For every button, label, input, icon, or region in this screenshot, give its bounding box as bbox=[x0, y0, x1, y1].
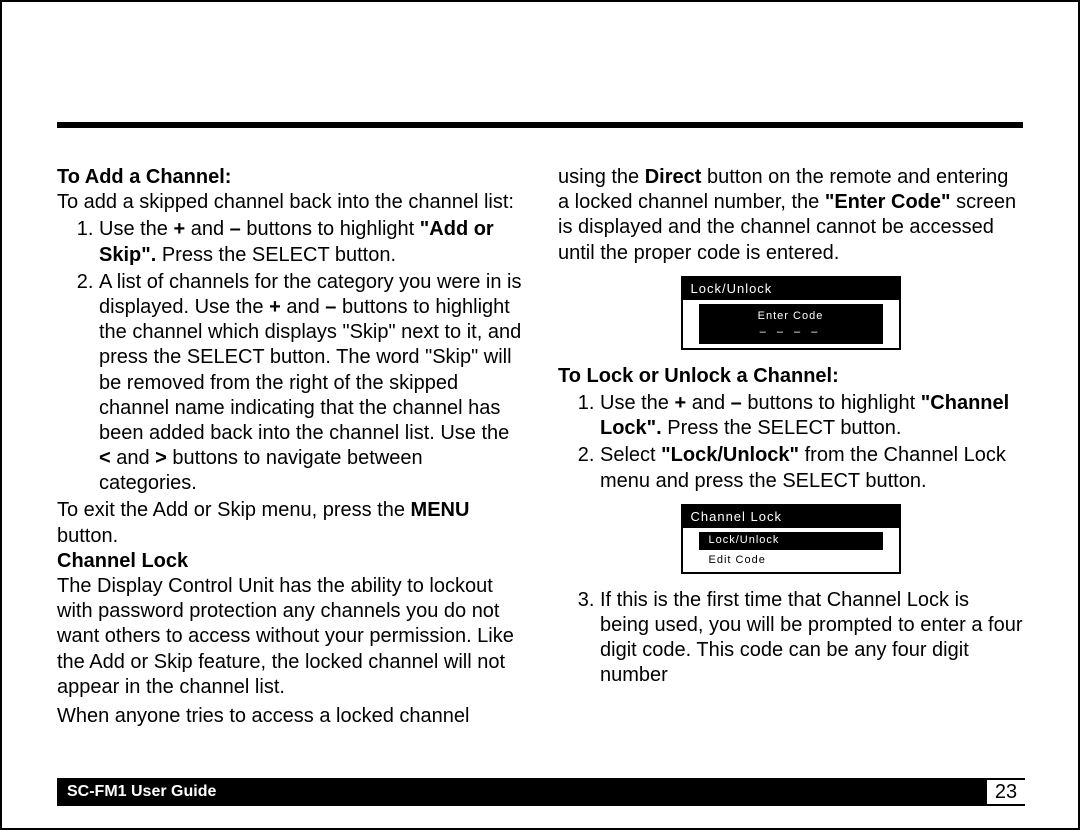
left-column: To Add a Channel: To add a skipped chann… bbox=[57, 165, 522, 729]
top-rule bbox=[57, 122, 1023, 128]
screen2-item: Edit Code bbox=[699, 552, 883, 570]
intro-add-channel: To add a skipped channel back into the c… bbox=[57, 190, 522, 215]
screen2-body: Lock/Unlock Edit Code bbox=[683, 528, 899, 572]
right-continuation: using the Direct button on the remote an… bbox=[558, 165, 1023, 266]
heading-channel-lock: Channel Lock bbox=[57, 549, 522, 574]
lock-unlock-steps-cont: If this is the first time that Channel L… bbox=[558, 588, 1023, 689]
screen1-title: Lock/Unlock bbox=[683, 278, 899, 300]
screen1-enter-code: Enter Code – – – – bbox=[699, 304, 883, 344]
footer-page-number: 23 bbox=[985, 778, 1025, 806]
right-column: using the Direct button on the remote an… bbox=[558, 165, 1023, 729]
lock-step-3: If this is the first time that Channel L… bbox=[600, 588, 1023, 689]
screen1-body: Enter Code – – – – bbox=[683, 300, 899, 348]
exit-instruction: To exit the Add or Skip menu, press the … bbox=[57, 498, 522, 548]
add-channel-steps: Use the + and – buttons to highlight "Ad… bbox=[57, 217, 522, 496]
screen2-title: Channel Lock bbox=[683, 506, 899, 528]
manual-page: To Add a Channel: To add a skipped chann… bbox=[2, 2, 1078, 828]
page-footer: SC-FM1 User Guide 23 bbox=[57, 778, 1023, 806]
footer-guide-name: SC-FM1 User Guide bbox=[57, 783, 216, 801]
heading-add-channel: To Add a Channel: bbox=[57, 165, 522, 190]
lock-step-2: Select "Lock/Unlock" from the Channel Lo… bbox=[600, 443, 1023, 493]
channel-lock-cont: When anyone tries to access a locked cha… bbox=[57, 704, 522, 729]
lock-step-1: Use the + and – buttons to highlight "Ch… bbox=[600, 391, 1023, 441]
add-step-2: A list of channels for the category you … bbox=[99, 270, 522, 497]
screen-lock-unlock: Lock/Unlock Enter Code – – – – bbox=[681, 276, 901, 350]
channel-lock-desc: The Display Control Unit has the ability… bbox=[57, 574, 522, 700]
lock-unlock-steps: Use the + and – buttons to highlight "Ch… bbox=[558, 391, 1023, 494]
heading-lock-unlock: To Lock or Unlock a Channel: bbox=[558, 364, 1023, 389]
two-column-layout: To Add a Channel: To add a skipped chann… bbox=[57, 165, 1023, 729]
screen-channel-lock: Channel Lock Lock/Unlock Edit Code bbox=[681, 504, 901, 574]
screen2-item-selected: Lock/Unlock bbox=[699, 532, 883, 550]
add-step-1: Use the + and – buttons to highlight "Ad… bbox=[99, 217, 522, 267]
